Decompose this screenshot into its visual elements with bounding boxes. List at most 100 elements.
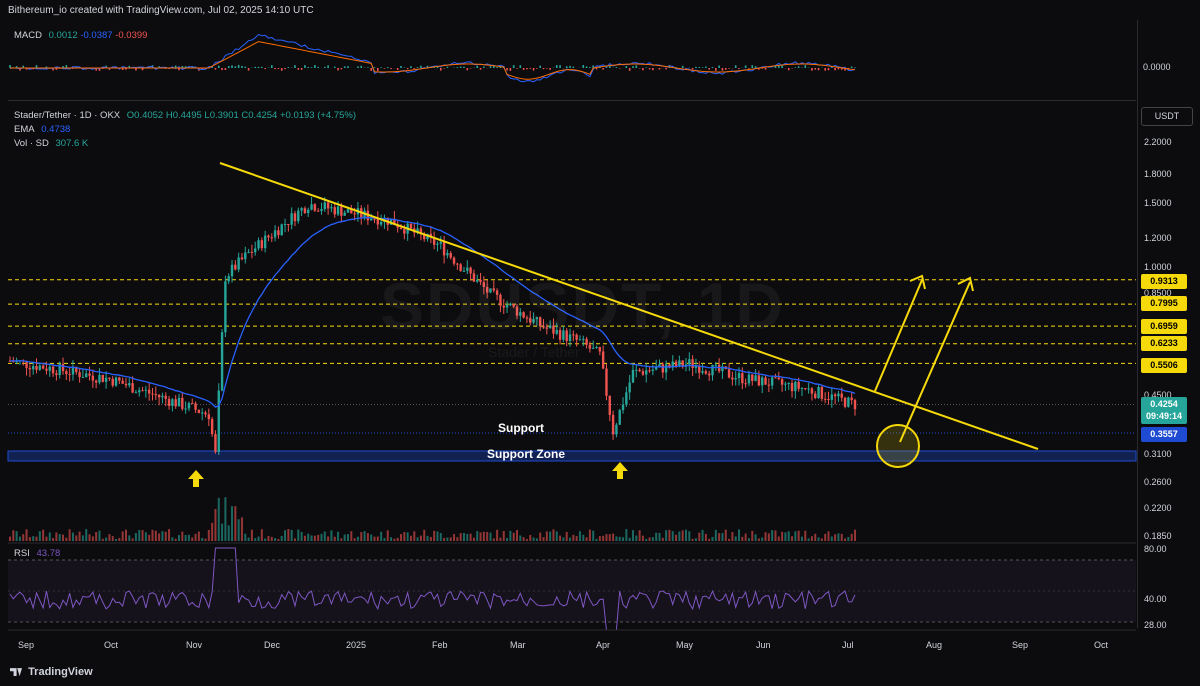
volume-bar xyxy=(187,534,190,541)
candle-body xyxy=(230,264,234,277)
volume-bar xyxy=(204,538,207,541)
volume-bar xyxy=(426,535,429,541)
volume-bar xyxy=(161,531,164,541)
candle-body xyxy=(58,364,61,376)
candle-body xyxy=(307,209,310,214)
volume-bar xyxy=(52,538,55,541)
candle-body xyxy=(638,369,641,372)
candle-body xyxy=(442,242,446,256)
macd-histogram-bar xyxy=(754,66,757,68)
volume-bar xyxy=(154,530,157,541)
candle-body xyxy=(797,381,800,389)
candle-body xyxy=(336,206,340,215)
volume-bar xyxy=(645,538,648,541)
volume-bar xyxy=(830,536,833,541)
macd-histogram-bar xyxy=(522,68,525,70)
macd-histogram-bar xyxy=(416,67,419,68)
volume-bar xyxy=(582,534,585,541)
price-tag: 0.4254 xyxy=(1141,397,1187,412)
time-axis-tick: Oct xyxy=(104,640,119,650)
volume-bar xyxy=(350,531,353,541)
volume-bar xyxy=(449,537,452,541)
macd-histogram-bar xyxy=(555,65,558,68)
support-label: Support xyxy=(498,421,544,435)
candle-body xyxy=(807,388,810,390)
volume-bar xyxy=(25,529,28,541)
macd-histogram-bar xyxy=(148,66,150,68)
volume-bar xyxy=(631,530,634,541)
volume-bar xyxy=(628,537,631,541)
volume-bar xyxy=(98,530,101,541)
macd-histogram-bar xyxy=(691,68,694,70)
macd-histogram-bar xyxy=(55,68,58,70)
candle-body xyxy=(283,224,287,226)
volume-bar xyxy=(512,532,515,541)
volume-bar xyxy=(184,535,187,541)
volume-bar xyxy=(217,497,220,541)
candle-body xyxy=(532,319,535,323)
volume-bar xyxy=(718,533,721,541)
volume-bar xyxy=(588,529,591,541)
macd-histogram-bar xyxy=(443,68,445,69)
candle-body xyxy=(310,204,313,210)
macd-line xyxy=(9,33,856,83)
candle-body xyxy=(330,207,333,209)
candle-body xyxy=(558,329,562,340)
volume-bar xyxy=(65,537,68,541)
rsi-value: 43.78 xyxy=(36,548,61,559)
volume-bar xyxy=(9,536,11,541)
tradingview-logo[interactable]: TradingView xyxy=(10,666,93,678)
macd-histogram-bar xyxy=(635,65,638,68)
macd-histogram-bar xyxy=(777,65,780,68)
currency-badge[interactable]: USDT xyxy=(1141,107,1193,126)
volume-bar xyxy=(257,536,260,541)
volume-bar xyxy=(598,536,601,541)
volume-bar xyxy=(622,537,625,541)
macd-histogram-bar xyxy=(294,65,296,68)
candle-body xyxy=(635,369,638,371)
volume-bar xyxy=(85,529,88,541)
volume-bar xyxy=(211,522,214,541)
volume-bar xyxy=(728,538,731,541)
macd-histogram-bar xyxy=(264,68,266,70)
candle-body xyxy=(721,366,724,372)
macd-histogram-bar xyxy=(705,66,707,68)
volume-bar xyxy=(181,531,184,541)
ema-legend: EMA 0.4738 xyxy=(14,124,70,135)
volume-bar xyxy=(416,537,419,541)
price-axis-tick: 0.1850 xyxy=(1144,531,1172,541)
candle-body xyxy=(147,389,151,394)
candle-body xyxy=(485,286,489,293)
volume-bar xyxy=(303,535,306,541)
macd-histogram-bar xyxy=(489,66,492,68)
candle-body xyxy=(191,403,194,405)
symbol-name[interactable]: Stader/Tether · 1D · OKX xyxy=(14,110,121,121)
candle-body xyxy=(263,235,267,249)
macd-histogram-bar xyxy=(98,68,101,71)
volume-bar xyxy=(738,529,741,541)
candle-body xyxy=(449,253,452,258)
volume-bar xyxy=(486,531,489,541)
volume-bar xyxy=(519,535,522,541)
candle-body xyxy=(578,339,582,341)
candle-body xyxy=(853,400,857,410)
candle-body xyxy=(333,207,336,215)
time-axis-tick: Feb xyxy=(432,640,448,650)
volume-bar xyxy=(747,538,750,541)
candle-body xyxy=(595,347,598,349)
candle-body xyxy=(65,371,68,374)
candle-body xyxy=(462,270,466,272)
macd-histogram-bar xyxy=(413,68,416,69)
candle-body xyxy=(297,210,300,222)
macd-histogram-bar xyxy=(324,66,326,68)
candle-body xyxy=(101,374,104,382)
macd-histogram-bar xyxy=(174,65,177,68)
volume-bar xyxy=(423,529,426,541)
macd-histogram-bar xyxy=(466,68,469,71)
macd-histogram-bar xyxy=(681,65,684,68)
volume-bar xyxy=(499,537,502,541)
candle-body xyxy=(555,329,558,334)
volume-bar xyxy=(413,531,416,541)
macd-label: MACD xyxy=(14,30,42,41)
